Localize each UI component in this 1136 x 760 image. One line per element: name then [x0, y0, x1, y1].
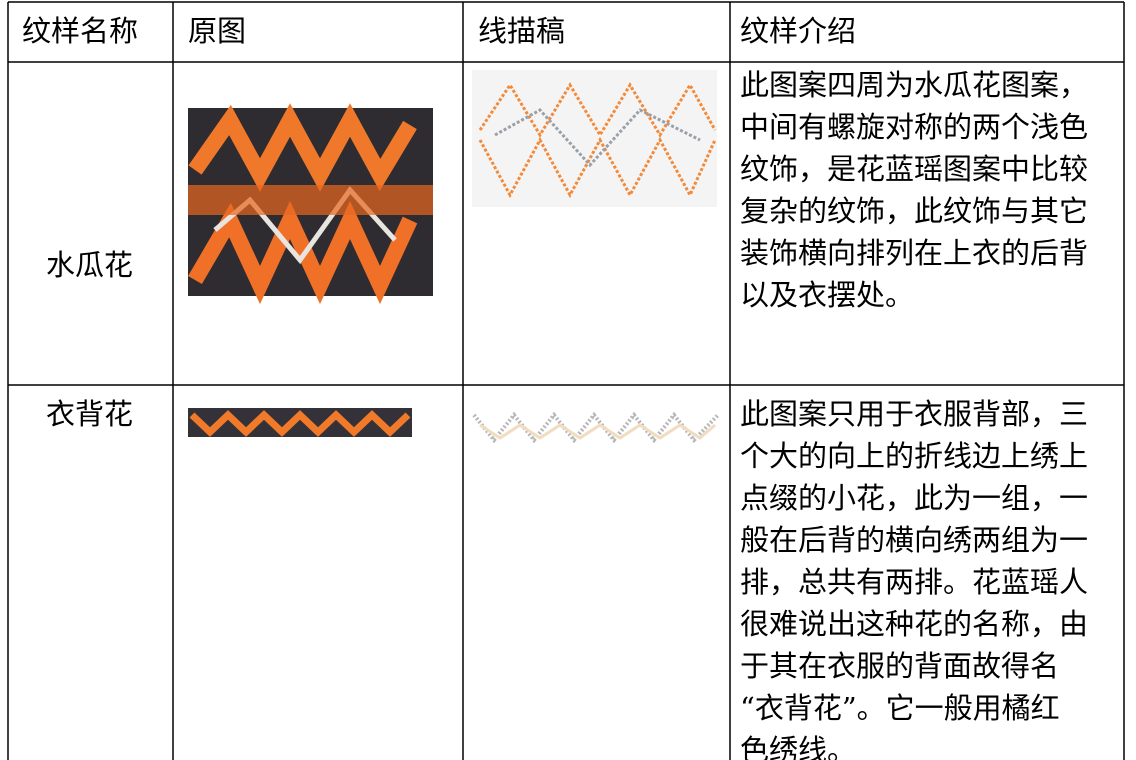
header-cell: 原图 — [188, 14, 247, 48]
description-line: 复杂的纹饰，此纹饰与其它 — [740, 194, 1089, 228]
description-line: 此图案只用于衣服背部，三 — [740, 397, 1089, 431]
header-cell: 纹样名称 — [22, 14, 139, 48]
description-line: 于其在衣服的背面故得名 — [740, 649, 1060, 683]
description-line: 装饰横向排列在上衣的后背 — [740, 236, 1089, 270]
description-line: “衣背花”。它一般用橘红 — [740, 691, 1060, 725]
header-cell: 纹样介绍 — [740, 14, 857, 48]
description-line: 般在后背的横向绣两组为一 — [740, 523, 1089, 557]
description-line: 个大的向上的折线边上绣上 — [740, 439, 1089, 473]
description-line: 很难说出这种花的名称，由 — [740, 607, 1089, 641]
pattern-name: 衣背花 — [46, 397, 134, 431]
description-line: 此图案四周为水瓜花图案， — [740, 68, 1089, 102]
description-line: 排，总共有两排。花蓝瑶人 — [740, 565, 1089, 599]
drawing-beibeihua — [472, 411, 720, 444]
header-cell: 线描稿 — [478, 14, 566, 48]
pattern-name: 水瓜花 — [46, 248, 134, 282]
photo-beibeihua — [188, 408, 412, 437]
photo-shuiguahua — [188, 103, 433, 305]
description-line: 点缀的小花，此为一组，一 — [740, 481, 1089, 515]
description-line: 以及衣摆处。 — [740, 278, 915, 312]
description-line: 纹饰，是花蓝瑶图案中比较 — [740, 152, 1089, 186]
description-line: 中间有螺旋对称的两个浅色 — [740, 110, 1089, 144]
drawing-shuiguahua — [472, 70, 717, 207]
description-line: 色绣线。 — [740, 733, 857, 760]
